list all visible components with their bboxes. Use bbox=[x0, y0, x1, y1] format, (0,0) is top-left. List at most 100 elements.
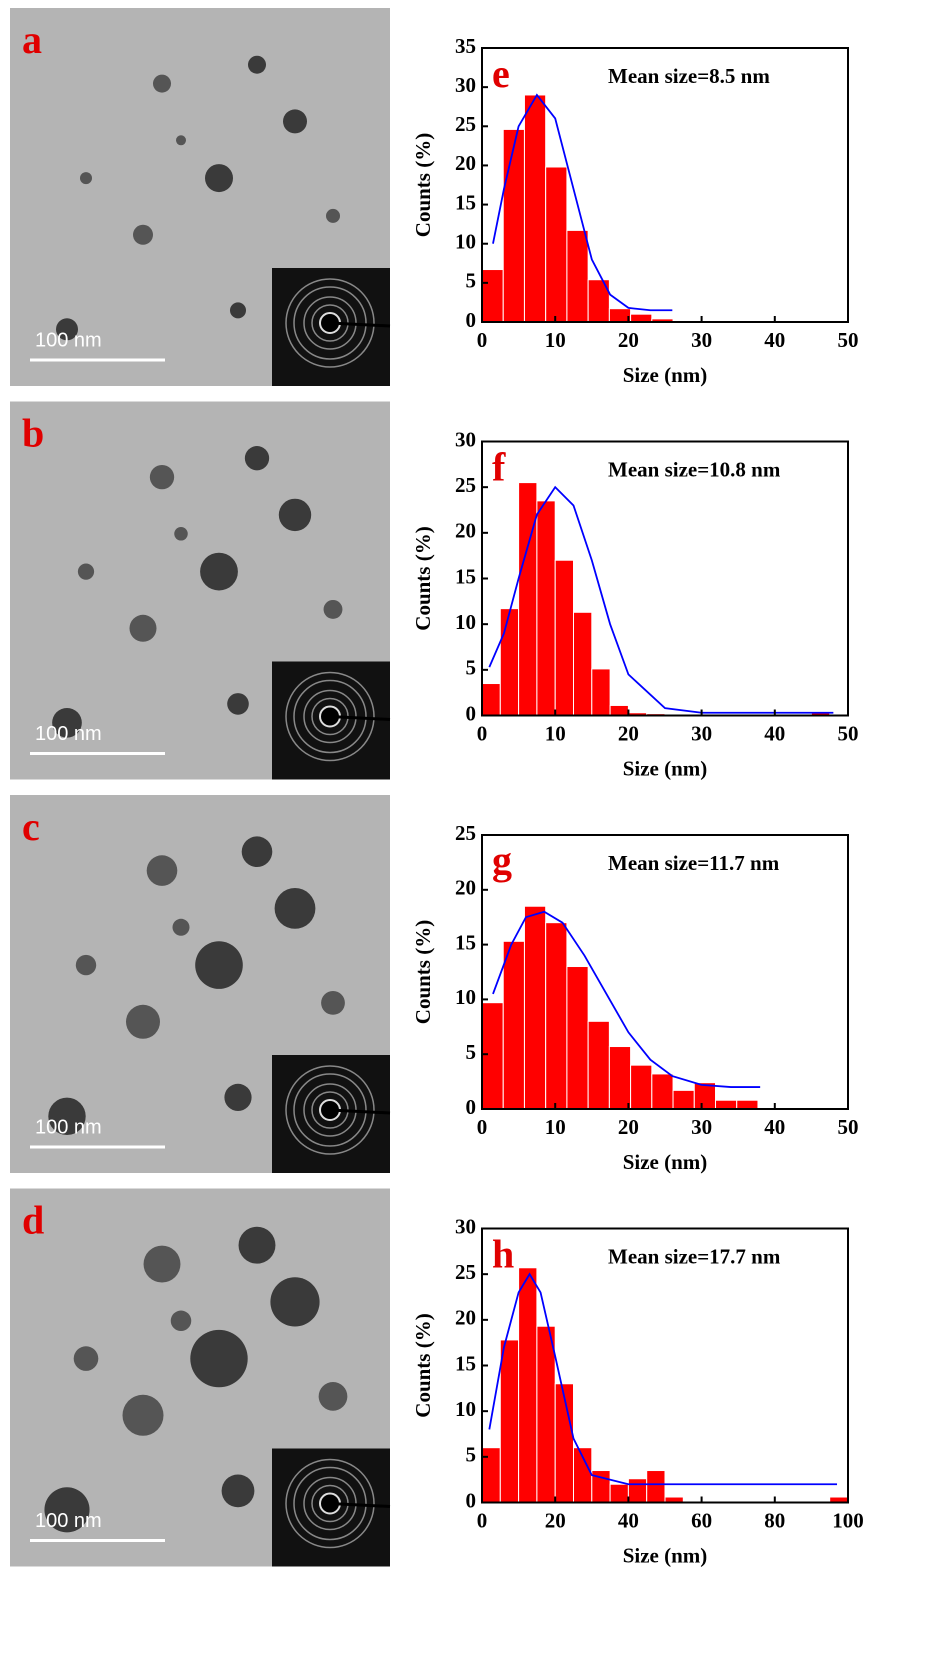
x-tick-label: 30 bbox=[691, 721, 712, 745]
x-tick-label: 40 bbox=[764, 1115, 785, 1139]
bar bbox=[693, 1082, 717, 1110]
beam-stop-arm bbox=[329, 1502, 391, 1508]
panel-label: g bbox=[492, 838, 512, 883]
bar bbox=[536, 500, 556, 716]
y-tick-label: 10 bbox=[455, 230, 476, 254]
panel-label: d bbox=[22, 1198, 44, 1243]
annotation: Mean size=10.8 nm bbox=[608, 457, 781, 481]
x-axis-label: Size (nm) bbox=[623, 363, 708, 387]
bar bbox=[715, 1099, 738, 1110]
diffraction-ring bbox=[293, 1466, 367, 1541]
particle bbox=[270, 1277, 320, 1327]
x-tick-label: 30 bbox=[691, 328, 712, 352]
particle bbox=[195, 941, 243, 989]
y-tick-label: 20 bbox=[455, 519, 476, 543]
particle bbox=[176, 135, 186, 146]
bar bbox=[591, 668, 611, 716]
diffraction-ring bbox=[285, 1065, 375, 1155]
bar bbox=[481, 1002, 504, 1110]
y-tick-label: 15 bbox=[455, 190, 476, 214]
particle bbox=[122, 1394, 164, 1436]
particle bbox=[274, 888, 316, 929]
bar bbox=[481, 683, 501, 716]
y-tick-label: 20 bbox=[455, 151, 476, 175]
particle bbox=[129, 614, 157, 642]
y-tick-label: 30 bbox=[455, 73, 476, 97]
bar bbox=[651, 1073, 674, 1110]
bar bbox=[518, 1267, 538, 1503]
y-tick-label: 15 bbox=[455, 930, 476, 954]
bar bbox=[545, 922, 568, 1110]
x-tick-label: 80 bbox=[764, 1508, 785, 1532]
diffraction-ring bbox=[293, 286, 367, 360]
bar bbox=[523, 94, 547, 323]
y-tick-label: 25 bbox=[455, 821, 476, 845]
particle bbox=[126, 1004, 160, 1039]
scale-bar-label: 100 nm bbox=[35, 1510, 102, 1532]
particle bbox=[80, 172, 92, 185]
y-tick-label: 0 bbox=[466, 1488, 477, 1512]
x-tick-label: 10 bbox=[545, 1115, 566, 1139]
bar bbox=[545, 166, 568, 323]
bar bbox=[566, 966, 589, 1110]
bar bbox=[736, 1099, 759, 1110]
bar bbox=[627, 1478, 648, 1503]
particle bbox=[172, 918, 190, 936]
scale-bar-label: 100 nm bbox=[35, 329, 102, 351]
x-axis-label: Size (nm) bbox=[623, 756, 708, 780]
x-tick-label: 10 bbox=[545, 721, 566, 745]
particle bbox=[56, 318, 78, 341]
x-tick-label: 50 bbox=[838, 1115, 859, 1139]
annotation: Mean size=11.7 nm bbox=[608, 851, 780, 875]
bar bbox=[502, 128, 525, 323]
particle bbox=[205, 164, 233, 193]
panel-label: a bbox=[22, 17, 42, 62]
bar bbox=[502, 940, 525, 1110]
y-tick-label: 10 bbox=[455, 1397, 476, 1421]
y-tick-label: 20 bbox=[455, 876, 476, 900]
y-tick-label: 35 bbox=[455, 34, 476, 58]
y-tick-label: 25 bbox=[455, 473, 476, 497]
x-tick-label: 20 bbox=[545, 1508, 566, 1532]
x-tick-label: 20 bbox=[618, 1115, 639, 1139]
x-tick-label: 40 bbox=[618, 1508, 639, 1532]
y-axis-label: Counts (%) bbox=[411, 920, 435, 1024]
panel-label: c bbox=[22, 804, 40, 849]
bar bbox=[608, 1046, 632, 1110]
panel-label: e bbox=[492, 51, 510, 96]
particle bbox=[75, 954, 97, 976]
bar bbox=[499, 608, 520, 717]
panel-label: f bbox=[492, 445, 506, 490]
particle bbox=[326, 208, 340, 223]
particle bbox=[227, 693, 249, 715]
bar bbox=[573, 611, 593, 716]
particle bbox=[170, 1310, 192, 1332]
x-tick-label: 60 bbox=[691, 1508, 712, 1532]
particle bbox=[248, 55, 266, 74]
y-tick-label: 0 bbox=[466, 1095, 477, 1119]
plot-frame bbox=[481, 834, 849, 1110]
y-tick-label: 25 bbox=[455, 112, 476, 136]
particle bbox=[278, 498, 312, 532]
y-tick-label: 0 bbox=[466, 701, 477, 725]
x-axis-label: Size (nm) bbox=[623, 1150, 708, 1174]
y-tick-label: 5 bbox=[466, 1443, 477, 1467]
y-tick-label: 10 bbox=[455, 985, 476, 1009]
bar bbox=[481, 269, 504, 323]
particle bbox=[73, 1346, 99, 1371]
particle bbox=[44, 1487, 90, 1533]
particle bbox=[200, 552, 238, 591]
bar bbox=[554, 559, 575, 716]
particle bbox=[143, 1245, 181, 1283]
particle bbox=[323, 599, 343, 619]
particle bbox=[133, 224, 153, 245]
y-axis-label: Counts (%) bbox=[411, 526, 435, 630]
bar bbox=[630, 1064, 653, 1110]
bar bbox=[518, 482, 538, 716]
diffraction-ring bbox=[293, 679, 367, 754]
y-tick-label: 5 bbox=[466, 656, 477, 680]
bar bbox=[566, 229, 589, 323]
particle bbox=[244, 446, 270, 471]
particle bbox=[221, 1474, 255, 1508]
plot-frame bbox=[481, 47, 849, 323]
